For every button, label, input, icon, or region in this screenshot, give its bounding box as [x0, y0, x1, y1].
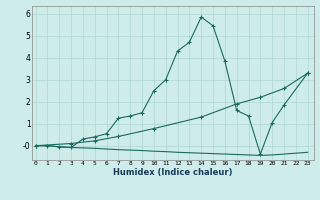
- X-axis label: Humidex (Indice chaleur): Humidex (Indice chaleur): [113, 168, 233, 177]
